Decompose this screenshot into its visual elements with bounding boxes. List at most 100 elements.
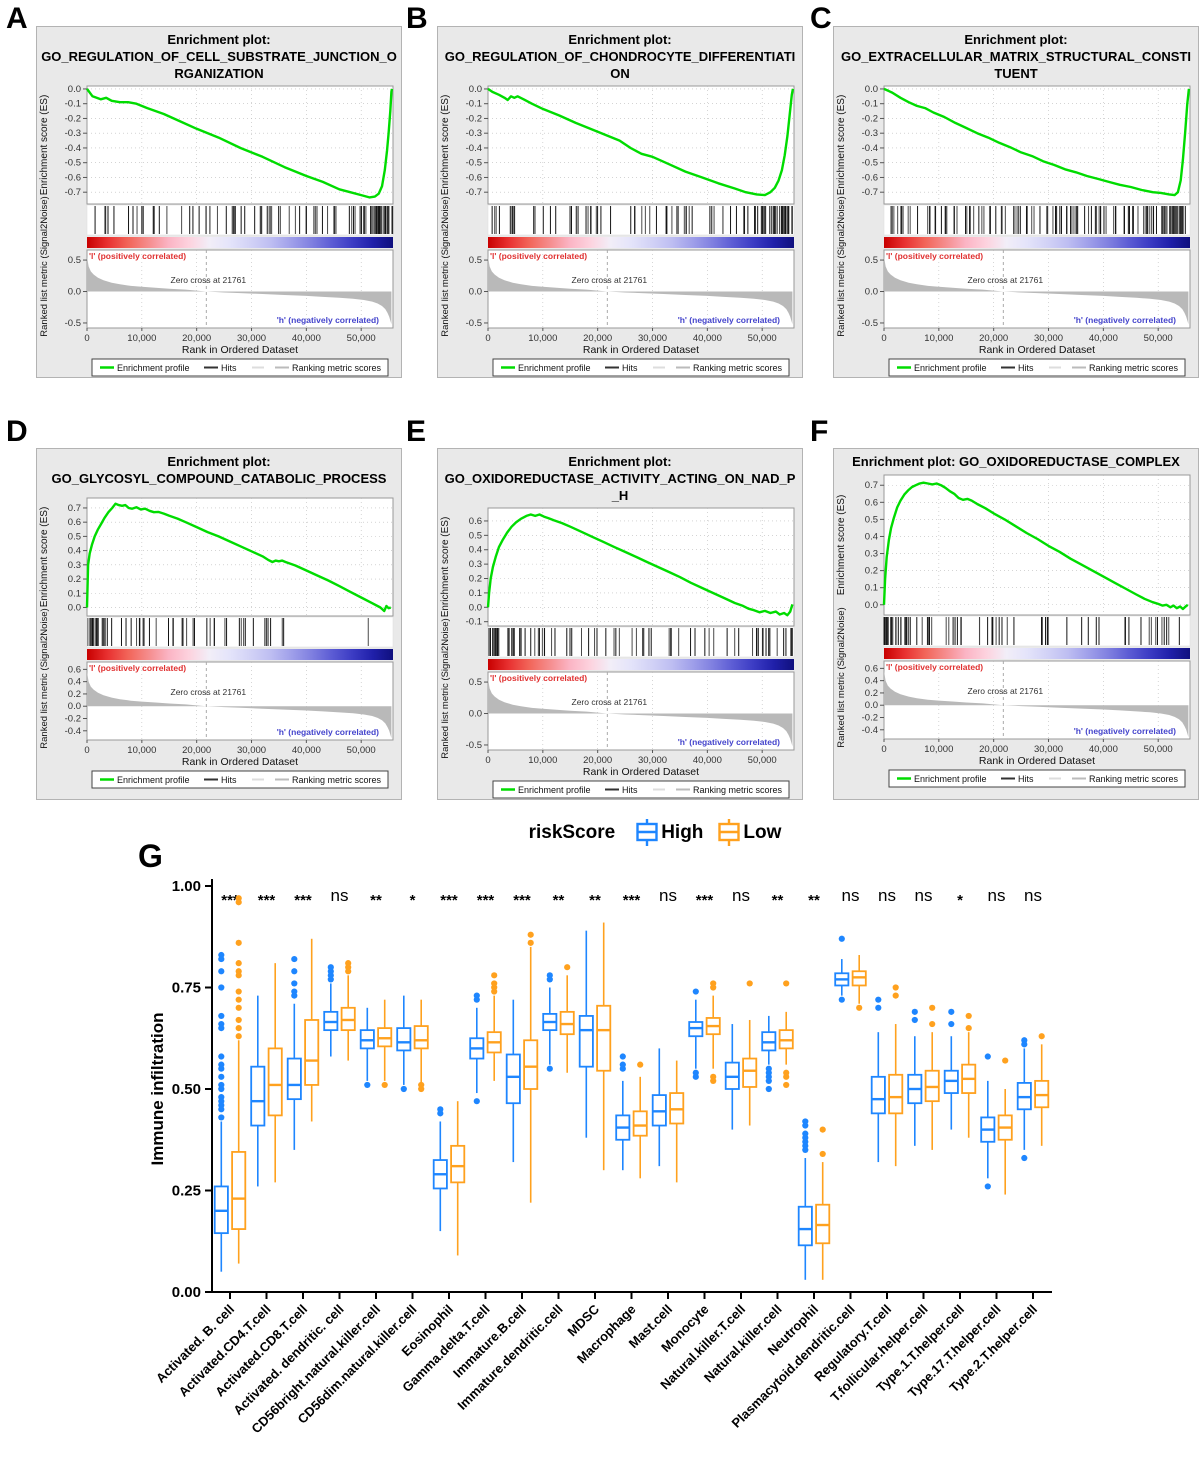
box-high-Eosinophil (432, 1106, 448, 1232)
legend-hits: Hits (1018, 774, 1034, 784)
outlier-point (218, 1012, 225, 1020)
positively-correlated-label: 'l' (positively correlated) (490, 251, 587, 261)
svg-text:50,000: 50,000 (1144, 333, 1173, 344)
svg-text:0.5: 0.5 (68, 531, 81, 542)
outlier-point (984, 1183, 991, 1190)
outlier-point (437, 1106, 444, 1113)
box-high-Immature.B.cell (505, 999, 521, 1163)
ranked-axis-label: Ranked list metric (Signal2Noise) (836, 196, 847, 336)
outlier-point (1021, 1037, 1028, 1044)
outlier-point (875, 1004, 882, 1011)
outlier-point (381, 1081, 388, 1089)
negatively-correlated-label: 'h' (negatively correlated) (1074, 315, 1176, 325)
outlier-point (838, 935, 845, 942)
svg-text:-0.1: -0.1 (65, 98, 81, 109)
box-low-T.follicular.helper.cell (924, 1004, 940, 1150)
outlier-point (819, 1126, 826, 1133)
box-high-Monocyte (688, 988, 704, 1080)
outlier-point (783, 1081, 790, 1089)
outlier-point (491, 972, 498, 979)
box-low-Type.2.T.helper.cell (1034, 1033, 1050, 1146)
es-plot-area (883, 85, 1191, 205)
outlier-point (892, 992, 899, 999)
gsea-title-d: Enrichment plot: GO_GLYCOSYL_COMPOUND_CA… (37, 449, 401, 496)
svg-text:0.5: 0.5 (68, 255, 81, 266)
svg-text:30,000: 30,000 (638, 333, 667, 344)
svg-text:-0.2: -0.2 (65, 714, 81, 725)
outlier-point (948, 1020, 955, 1028)
outlier-point (875, 996, 882, 1003)
gsea-legend-box (91, 358, 389, 377)
es-axis-label: Enrichment score (ES) (440, 516, 451, 617)
box-high-Regulatory.T.cell (870, 996, 886, 1163)
legend-ranking-metric: Ranking metric scores (292, 775, 382, 785)
significance-marker: ** (808, 892, 820, 909)
legend-enrichment-profile: Enrichment profile (518, 363, 591, 373)
outlier-point (856, 1004, 863, 1011)
gsea-panel-e: Enrichment plot: GO_OXIDOREDUCTASE_ACTIV… (437, 448, 803, 800)
hits-strip (883, 615, 1191, 647)
svg-text:-0.1: -0.1 (466, 98, 482, 109)
phenotype-colorbar (488, 658, 794, 670)
svg-text:40,000: 40,000 (1089, 744, 1118, 755)
svg-text:0.0: 0.0 (865, 84, 878, 95)
panel-label-c: C (810, 2, 832, 35)
svg-text:20,000: 20,000 (979, 333, 1008, 344)
svg-text:-0.5: -0.5 (65, 318, 81, 329)
box-low-Activated.CD8.T.cell (304, 938, 320, 1122)
x-axis-label: Rank in Ordered Dataset (583, 344, 699, 356)
ranked-axis-label: Ranked list metric (Signal2Noise) (39, 196, 50, 336)
enrichment-curve (882, 481, 1189, 611)
zero-cross-label: Zero cross at 21761 (968, 686, 1044, 696)
outlier-point (473, 992, 480, 999)
significance-marker: ns (732, 886, 750, 905)
box-high-Type.1.T.helper.cell (943, 1008, 959, 1130)
outlier-point (984, 1053, 991, 1060)
svg-text:0: 0 (485, 755, 490, 766)
svg-text:10,000: 10,000 (924, 333, 953, 344)
svg-text:-0.5: -0.5 (466, 318, 482, 329)
svg-text:10,000: 10,000 (528, 755, 557, 766)
svg-text:0.1: 0.1 (469, 588, 482, 599)
box-high-Gamma.delta.T.cell (469, 992, 485, 1105)
gsea-title-b: Enrichment plot: GO_REGULATION_OF_CHONDR… (438, 27, 802, 84)
svg-text:-0.7: -0.7 (862, 187, 878, 198)
significance-marker: *** (294, 892, 312, 909)
positively-correlated-label: 'l' (positively correlated) (89, 663, 186, 673)
svg-text:0.3: 0.3 (68, 560, 81, 571)
significance-marker: ** (370, 892, 382, 909)
outlier-point (473, 1098, 480, 1105)
enrichment-plot-label: Enrichment plot: (167, 454, 271, 469)
legend-hits: Hits (1018, 363, 1034, 373)
significance-marker: ns (659, 886, 677, 905)
box-low-Immature.B.cell (523, 931, 539, 1203)
gsea-title-a: Enrichment plot: GO_REGULATION_OF_CELL_S… (37, 27, 401, 84)
svg-text:-0.1: -0.1 (466, 616, 482, 627)
outlier-point (235, 895, 242, 902)
panel-label-b: B (406, 2, 428, 35)
box-high-Activated. B. cell (213, 951, 229, 1272)
box-high-Activated.CD4.T.cell (250, 995, 266, 1187)
svg-text:-0.4: -0.4 (65, 143, 81, 154)
box-low-CD56dim.natural.killer.cell (413, 999, 429, 1093)
svg-text:-0.3: -0.3 (65, 128, 81, 139)
box-high-Type.2.T.helper.cell (1016, 1037, 1032, 1162)
box-high-Mast.cell (651, 1048, 667, 1167)
gsea-title-f: Enrichment plot: GO_OXIDOREDUCTASE_COMPL… (834, 449, 1198, 473)
svg-text:10,000: 10,000 (127, 333, 156, 344)
x-axis-label: Rank in Ordered Dataset (182, 756, 298, 768)
legend-enrichment-profile: Enrichment profile (518, 785, 591, 795)
outlier-point (291, 980, 298, 987)
svg-text:-0.4: -0.4 (862, 143, 878, 154)
gsea-legend-box (492, 358, 790, 377)
outlier-point (291, 988, 298, 995)
svg-text:20,000: 20,000 (979, 744, 1008, 755)
significance-marker: ns (915, 886, 933, 905)
significance-marker: ns (842, 886, 860, 905)
svg-text:0.6: 0.6 (68, 517, 81, 528)
outlier-point (1002, 1057, 1009, 1064)
zero-cross-label: Zero cross at 21761 (171, 687, 247, 697)
gsea-chart-c: 0.0 -0.1 -0.2 -0.3 -0.4 -0.5 -0.6 -0.7 0.5 0.0 -0.… (836, 84, 1191, 377)
enrichment-curve (86, 87, 394, 199)
